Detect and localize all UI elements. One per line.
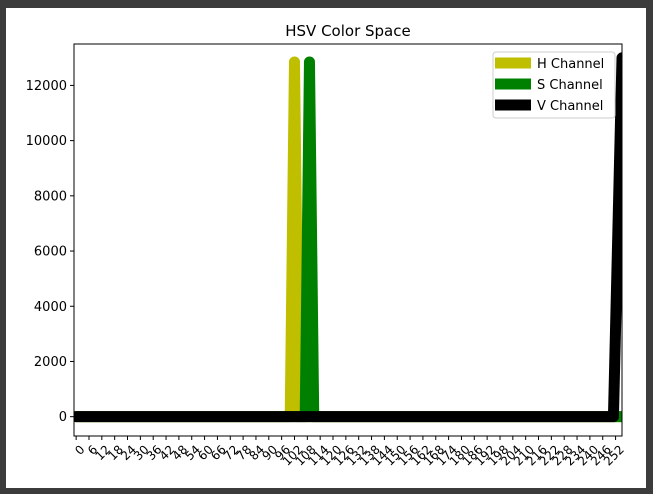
y-tick-label: 8000 — [34, 189, 67, 204]
series-line-v-channel — [74, 52, 622, 423]
x-axis: 0612182430364248546066727884909610210811… — [72, 436, 627, 469]
series-layer — [74, 52, 622, 423]
legend-label: H Channel — [537, 57, 604, 72]
hsv-histogram-chart: 0612182430364248546066727884909610210811… — [26, 22, 627, 469]
figure-canvas: 0 6 12 18 24 30 36 42 48 54 60 66 72 78 84 90 96 102 108 11… — [6, 8, 646, 488]
y-axis: 0 2000 4000 6000 8000 10000 12000 — [26, 79, 74, 425]
y-tick-label: 12000 — [26, 79, 67, 94]
legend-label: S Channel — [537, 78, 603, 93]
x-tick-label: 0 — [72, 442, 87, 457]
plot-frame — [73, 43, 623, 437]
y-tick-label: 6000 — [34, 245, 67, 260]
y-tick-label: 0 — [59, 410, 67, 425]
y-tick-label: 2000 — [34, 355, 67, 370]
y-tick-label: 4000 — [34, 300, 67, 315]
y-tick-label: 10000 — [26, 134, 67, 149]
legend-label: V Channel — [537, 99, 603, 114]
chart-title: HSV Color Space — [285, 22, 410, 40]
legend: H Channel S Channel V Channel — [492, 51, 616, 119]
